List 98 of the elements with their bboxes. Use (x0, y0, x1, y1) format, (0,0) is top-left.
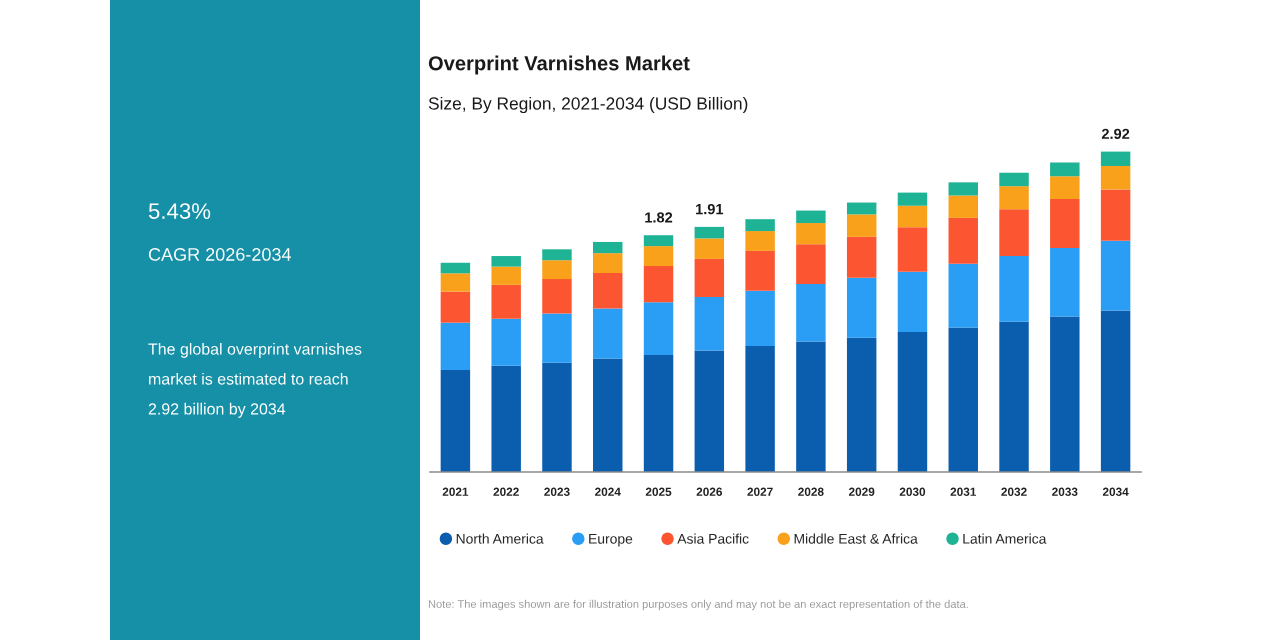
annotation: 2.92 (1101, 128, 1130, 139)
x-tick-label: 2022 (493, 487, 519, 496)
bar (846, 236, 877, 278)
bar (542, 362, 572, 472)
chart-title: Overprint Varnishes Market (428, 55, 690, 75)
bar (643, 265, 674, 303)
bar (846, 214, 877, 237)
bar (1100, 189, 1131, 241)
bar (796, 223, 826, 245)
bar (897, 271, 928, 332)
bar (999, 209, 1029, 257)
legend-label: Europe (589, 534, 633, 547)
x-tick-label: 2026 (696, 487, 723, 496)
bar (1050, 248, 1080, 317)
bar (745, 346, 775, 472)
x-tick-label: 2033 (1052, 487, 1078, 496)
bar (542, 260, 572, 280)
bar (643, 355, 674, 472)
bar (948, 327, 978, 472)
chart-subtitle: Size, By Region, 2021-2034 (USD Billion) (428, 96, 748, 114)
x-tick-label: 2030 (899, 487, 926, 496)
bar (1050, 199, 1080, 249)
bar (491, 256, 521, 267)
annotation: 1.82 (645, 212, 673, 223)
text: The global overprint varnishes market is estimated to reach 2.92 billion by 2034 (148, 343, 362, 418)
bar (593, 241, 623, 254)
bar (491, 266, 521, 285)
bar (897, 205, 928, 228)
bar (999, 186, 1029, 210)
bar (593, 308, 623, 359)
x-tick-label: 2034 (1102, 487, 1129, 496)
x-tick-label: 2025 (645, 487, 672, 496)
bar (846, 202, 877, 215)
bar (542, 249, 572, 261)
bar (643, 302, 674, 356)
bar (897, 331, 928, 472)
legend-label: Latin America (963, 533, 1047, 544)
bar (694, 297, 725, 351)
bar (745, 250, 775, 291)
bar (694, 238, 725, 259)
bar (846, 337, 877, 472)
bar (796, 210, 826, 224)
bar (796, 341, 826, 472)
bar (542, 313, 572, 363)
x-tick-label: 2027 (747, 487, 773, 496)
bar (440, 273, 471, 292)
bar (643, 235, 674, 247)
legend-label: North America (456, 533, 544, 544)
legend-label: Middle East & Africa (794, 533, 918, 544)
bar (440, 262, 471, 274)
x-tick-label: 2021 (442, 487, 469, 496)
bar (948, 182, 978, 196)
bar (897, 227, 928, 272)
bar (542, 279, 572, 314)
annotation: 1.91 (696, 203, 724, 215)
bar (999, 256, 1029, 322)
bar (593, 273, 623, 309)
legend-label: Asia Pacific (677, 533, 749, 544)
bar (593, 358, 623, 472)
bar (440, 322, 471, 371)
bar (694, 350, 725, 472)
bar (1100, 310, 1131, 472)
bar (948, 217, 978, 264)
bar (694, 226, 725, 239)
bar (948, 195, 978, 218)
bar (1050, 316, 1080, 472)
x-tick-label: 2032 (1001, 487, 1027, 496)
bar (948, 263, 978, 328)
text: 5.43% (148, 203, 211, 219)
bar (1100, 240, 1131, 311)
bar (796, 244, 826, 284)
bar (745, 290, 775, 347)
bar (897, 192, 928, 206)
bar (643, 246, 674, 266)
bar (999, 321, 1029, 472)
x-tick-label: 2028 (798, 487, 824, 496)
x-tick-label: 2023 (544, 487, 570, 496)
bar (1050, 176, 1080, 200)
text: Note: The images shown are for illustration purposes only and may not be an exact representation of the data. (428, 599, 968, 611)
bar (440, 291, 471, 323)
bar (1050, 162, 1080, 177)
bar (745, 219, 775, 232)
bar (593, 253, 623, 274)
bar (491, 365, 521, 472)
text: CAGR 2026-2034 (148, 248, 291, 261)
x-tick-label: 2024 (595, 487, 621, 496)
bar (440, 370, 471, 472)
x-tick-label: 2029 (848, 487, 875, 496)
bar (745, 231, 775, 251)
bar (491, 284, 521, 319)
bar (694, 258, 725, 298)
bar (1100, 166, 1131, 190)
bar (999, 172, 1029, 187)
bar (1100, 151, 1131, 167)
x-tick-label: 2031 (950, 487, 977, 496)
bar (796, 283, 826, 342)
bar (491, 318, 521, 366)
bar (846, 277, 877, 338)
